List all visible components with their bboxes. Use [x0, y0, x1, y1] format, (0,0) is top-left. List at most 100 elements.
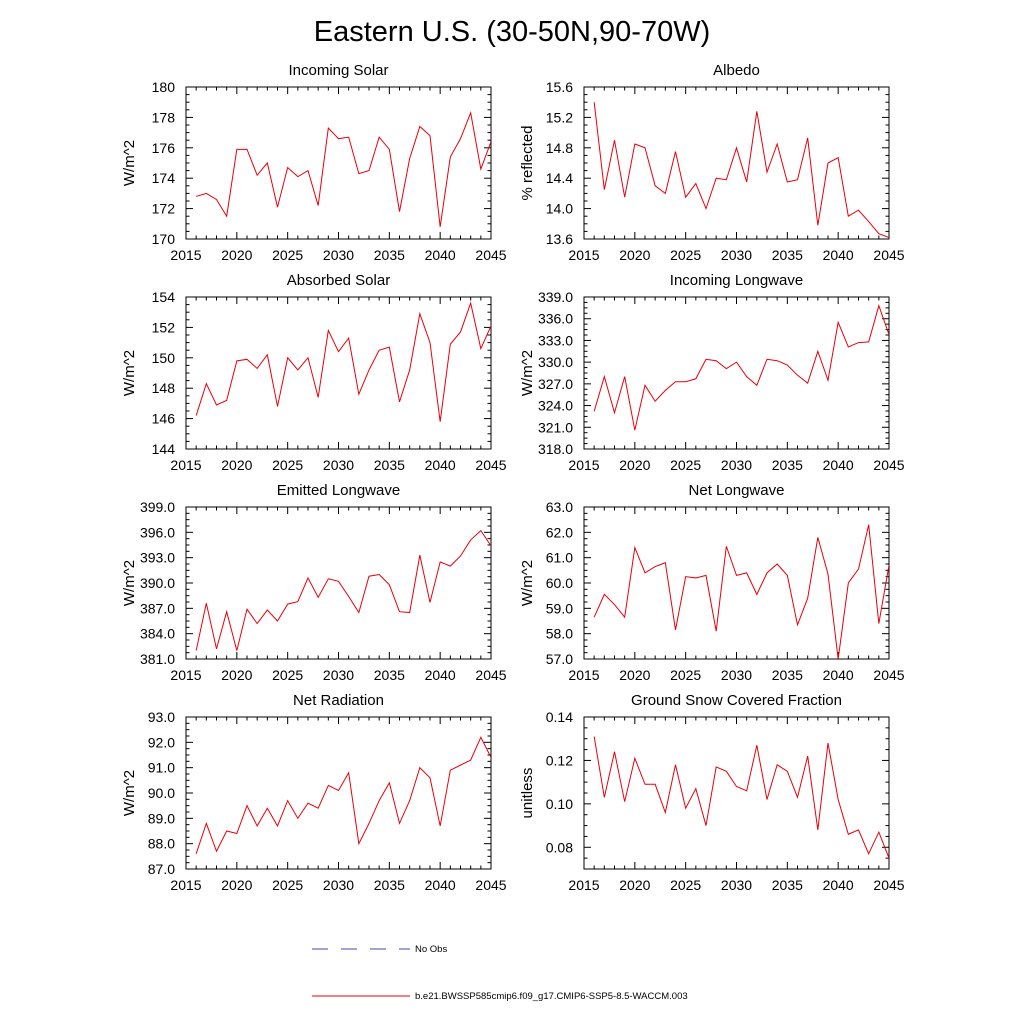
chart-panel-8: Ground Snow Covered Fraction unitless 2015…	[519, 692, 905, 893]
y-tick-label: 0.14	[546, 709, 573, 725]
plot-frame	[185, 506, 492, 660]
x-tick-label: 2020	[619, 457, 650, 473]
x-tick-label: 2020	[619, 667, 650, 683]
legend-model-label: b.e21.BWSSP585cmip6.f09_g17.CMIP6-SSP5-8…	[415, 991, 688, 1002]
x-tick-label: 2035	[772, 247, 803, 263]
y-axis-label: W/m^2	[519, 350, 536, 396]
y-tick-label: 172	[152, 201, 176, 217]
legend: No Obs b.e21.BWSSP585cmip6.f09_g17.CMIP6…	[312, 944, 688, 1002]
series-line	[593, 304, 889, 431]
x-tick-label: 2045	[475, 877, 506, 893]
x-tick-label: 2015	[568, 247, 599, 263]
y-tick-label: 396.0	[140, 524, 175, 540]
y-tick-label: 339.0	[538, 289, 573, 305]
panel-title: Incoming Solar	[288, 62, 388, 79]
x-tick-label: 2015	[170, 667, 201, 683]
x-tick-label: 2040	[425, 667, 456, 683]
x-tick-label: 2035	[374, 247, 405, 263]
x-tick-label: 2040	[425, 457, 456, 473]
x-tick-label: 2015	[170, 877, 201, 893]
y-axis-label: % reflected	[519, 125, 536, 200]
y-tick-label: 15.2	[546, 109, 573, 125]
chart-panel-5: Emitted Longwave W/m^2 2015 2020 2025 2030 203…	[121, 482, 507, 683]
y-tick-label: 330.0	[538, 354, 573, 370]
series-line	[593, 524, 889, 659]
x-tick-label: 2015	[170, 247, 201, 263]
y-tick-label: 61.0	[546, 550, 573, 566]
panel-title: Absorbed Solar	[287, 272, 390, 289]
y-tick-label: 93.0	[148, 709, 175, 725]
panel-title: Net Radiation	[293, 692, 384, 709]
x-tick-label: 2030	[721, 247, 752, 263]
y-tick-label: 14.0	[546, 201, 573, 217]
y-tick-label: 146	[152, 411, 176, 427]
x-tick-label: 2035	[772, 457, 803, 473]
x-tick-label: 2040	[425, 877, 456, 893]
y-axis-label: W/m^2	[121, 140, 138, 186]
y-tick-label: 87.0	[148, 861, 175, 877]
series-line	[593, 102, 889, 238]
x-tick-label: 2045	[475, 247, 506, 263]
x-tick-label: 2045	[873, 457, 904, 473]
chart-panel-3: Absorbed Solar W/m^2 2015 2020 2025 2030 2035 2…	[121, 272, 507, 473]
y-tick-label: 390.0	[140, 575, 175, 591]
figure-title: Eastern U.S. (30-50N,90-70W)	[314, 16, 710, 48]
plot-frame	[583, 86, 890, 240]
x-tick-label: 2030	[721, 667, 752, 683]
y-tick-label: 60.0	[546, 575, 573, 591]
y-tick-label: 57.0	[546, 651, 573, 667]
x-tick-label: 2030	[721, 877, 752, 893]
y-tick-label: 58.0	[546, 626, 573, 642]
panel-title: Net Longwave	[689, 482, 785, 499]
y-tick-label: 59.0	[546, 600, 573, 616]
plot-frame	[583, 296, 890, 450]
x-tick-label: 2015	[568, 667, 599, 683]
y-tick-label: 150	[152, 350, 176, 366]
panel-title: Incoming Longwave	[670, 272, 803, 289]
x-tick-label: 2020	[221, 667, 252, 683]
y-tick-label: 91.0	[148, 760, 175, 776]
x-tick-label: 2025	[272, 877, 303, 893]
y-tick-label: 89.0	[148, 810, 175, 826]
y-axis-label: W/m^2	[121, 770, 138, 816]
x-tick-label: 2045	[475, 457, 506, 473]
y-tick-label: 176	[152, 140, 176, 156]
x-tick-label: 2025	[272, 247, 303, 263]
x-tick-label: 2030	[323, 457, 354, 473]
series-line	[195, 529, 491, 651]
y-tick-label: 387.0	[140, 600, 175, 616]
y-axis-label: W/m^2	[121, 560, 138, 606]
series-line	[593, 736, 889, 859]
panel-title: Ground Snow Covered Fraction	[631, 692, 842, 709]
x-tick-label: 2035	[772, 877, 803, 893]
plot-frame	[185, 716, 492, 870]
series-line	[195, 736, 491, 854]
x-tick-label: 2020	[221, 457, 252, 473]
y-tick-label: 170	[152, 231, 176, 247]
y-axis-label: W/m^2	[519, 560, 536, 606]
panels: Incoming Solar W/m^2 2015 2020 2025 2030 2035 2…	[121, 62, 905, 893]
plot-frame	[583, 716, 890, 870]
x-tick-label: 2030	[323, 247, 354, 263]
x-tick-label: 2020	[619, 877, 650, 893]
plot-frame	[185, 86, 492, 240]
y-tick-label: 333.0	[538, 332, 573, 348]
y-tick-label: 148	[152, 380, 176, 396]
panel-title: Albedo	[713, 62, 760, 79]
x-tick-label: 2025	[670, 247, 701, 263]
y-tick-label: 327.0	[538, 376, 573, 392]
x-tick-label: 2020	[221, 247, 252, 263]
y-tick-label: 0.10	[546, 796, 573, 812]
y-axis-label: W/m^2	[121, 350, 138, 396]
y-tick-label: 324.0	[538, 398, 573, 414]
x-tick-label: 2035	[374, 667, 405, 683]
x-tick-label: 2035	[772, 667, 803, 683]
x-tick-label: 2025	[272, 667, 303, 683]
y-tick-label: 144	[152, 441, 176, 457]
y-tick-label: 174	[152, 170, 176, 186]
x-tick-label: 2040	[823, 667, 854, 683]
chart-panel-1: Incoming Solar W/m^2 2015 2020 2025 2030 2035 2…	[121, 62, 507, 263]
y-tick-label: 318.0	[538, 441, 573, 457]
x-tick-label: 2035	[374, 877, 405, 893]
